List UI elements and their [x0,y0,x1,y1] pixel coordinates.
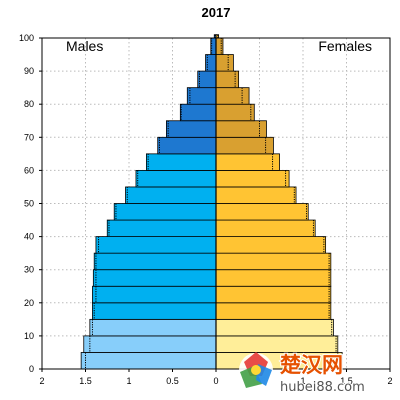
chart-title: 2017 [202,5,231,20]
watermark-emblem-icon [239,352,273,388]
x-tick-label: 2 [39,376,44,386]
female-bar [215,203,309,221]
male-bar [186,87,217,105]
male-bar [157,136,217,155]
female-bar [215,120,267,138]
male-bar [83,335,217,353]
male-bar [179,103,217,122]
y-tick-label: 10 [24,331,34,341]
male-bar [166,120,217,138]
x-tick-label: 1 [300,376,305,386]
male-bar [93,252,217,271]
female-bar [215,153,280,171]
x-tick-label: 1.5 [340,376,353,386]
x-tick-label: 0 [213,376,218,386]
female-bar [215,269,332,287]
x-tick-label: 1.5 [79,376,92,386]
female-bar [215,252,332,271]
bars-layer [80,34,343,370]
y-tick-label: 80 [24,99,34,109]
male-bar [92,269,217,287]
female-bar [215,37,224,55]
male-bar [145,153,217,171]
male-bar [106,219,217,238]
y-tick-label: 40 [24,232,34,242]
watermark-text: 楚汉网 [280,353,343,377]
male-bar [135,169,217,188]
female-bar [215,186,297,204]
y-tick-label: 90 [24,66,34,76]
female-bar [215,318,334,337]
x-tick-label: 1 [126,376,131,386]
y-tick-label: 70 [24,132,34,142]
males-label: Males [66,38,103,54]
female-bar [215,136,274,155]
female-bar [215,302,332,320]
female-bar [215,285,332,304]
females-label: Females [318,38,372,54]
male-bar [92,302,217,320]
male-bar [197,70,217,89]
y-tick-label: 100 [19,33,34,43]
male-bar [80,352,217,370]
female-bar [215,236,327,254]
watermark-logo: 楚汉网 hubei88.com [239,352,366,396]
male-bar [125,186,217,204]
female-bar [215,103,255,122]
y-tick-label: 0 [29,364,34,374]
female-bar [215,169,290,188]
male-bar [89,318,217,337]
x-tick-label: 0.5 [166,376,179,386]
y-tick-label: 60 [24,165,34,175]
male-bar [92,285,217,304]
y-tick-label: 30 [24,265,34,275]
x-tick-label: 2 [387,376,392,386]
y-tick-label: 50 [24,199,34,209]
female-bar [215,219,316,238]
female-bar [215,54,234,72]
y-tick-label: 20 [24,298,34,308]
female-bar [215,87,250,105]
watermark-url: hubei88.com [280,380,365,395]
male-bar [95,236,217,254]
female-bar [215,335,339,353]
male-bar [113,203,217,221]
